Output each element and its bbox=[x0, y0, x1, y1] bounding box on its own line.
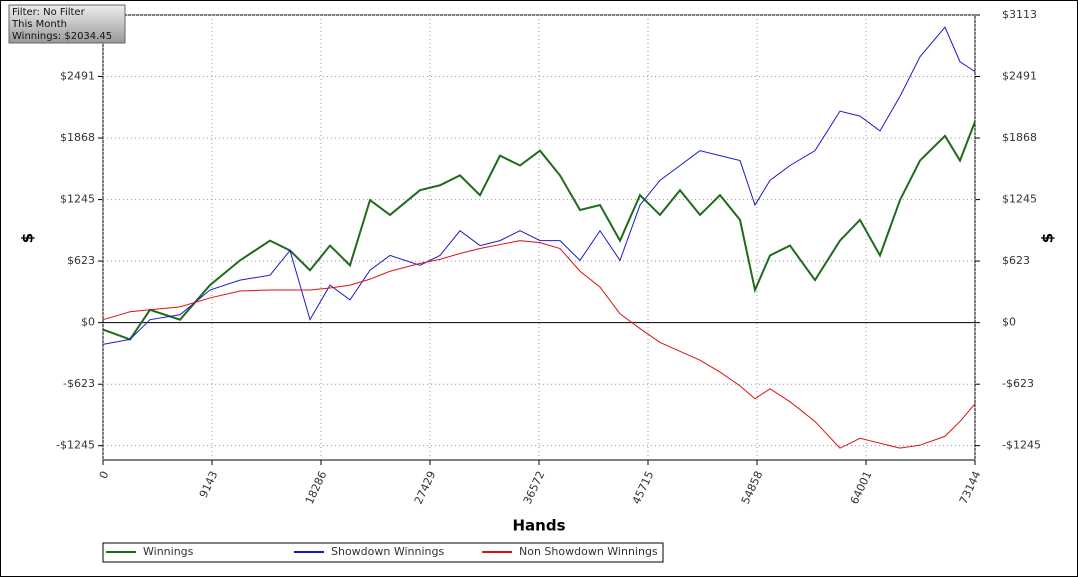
info-text: Filter: No Filter bbox=[12, 7, 86, 18]
y-tick-label: -$623 bbox=[63, 377, 95, 390]
y-tick-label: $623 bbox=[67, 254, 95, 267]
y2-tick-label: $2491 bbox=[1002, 69, 1037, 82]
legend-label: Non Showdown Winnings bbox=[519, 545, 658, 558]
x-axis-label: Hands bbox=[512, 517, 565, 535]
y-tick-label: $1245 bbox=[60, 193, 95, 206]
y2-tick-label: $0 bbox=[1002, 316, 1016, 329]
y2-tick-label: $1245 bbox=[1002, 193, 1037, 206]
y-tick-label: -$1245 bbox=[56, 439, 95, 452]
y-tick-label: $1868 bbox=[60, 131, 95, 144]
y-tick-label: $2491 bbox=[60, 69, 95, 82]
y-axis-label: $ bbox=[19, 233, 37, 243]
series-line bbox=[102, 121, 976, 341]
y2-tick-label: -$623 bbox=[1002, 377, 1034, 390]
y-tick-label: $0 bbox=[81, 316, 95, 329]
y2-tick-label: $623 bbox=[1002, 254, 1030, 267]
y2-tick-label: $3113 bbox=[1002, 8, 1037, 21]
info-text: Winnings: $2034.45 bbox=[12, 31, 112, 42]
legend bbox=[102, 542, 664, 563]
y2-tick-label: $1868 bbox=[1002, 131, 1037, 144]
info-box bbox=[8, 4, 126, 44]
series-line bbox=[102, 240, 976, 449]
y2-axis-label: $ bbox=[1039, 233, 1057, 243]
info-text: This Month bbox=[11, 19, 67, 30]
x-tick-label: 0 bbox=[97, 469, 112, 481]
series-line bbox=[102, 26, 976, 345]
legend-label: Showdown Winnings bbox=[331, 545, 445, 558]
y2-tick-label: -$1245 bbox=[1002, 439, 1041, 452]
legend-label: Winnings bbox=[143, 545, 194, 558]
